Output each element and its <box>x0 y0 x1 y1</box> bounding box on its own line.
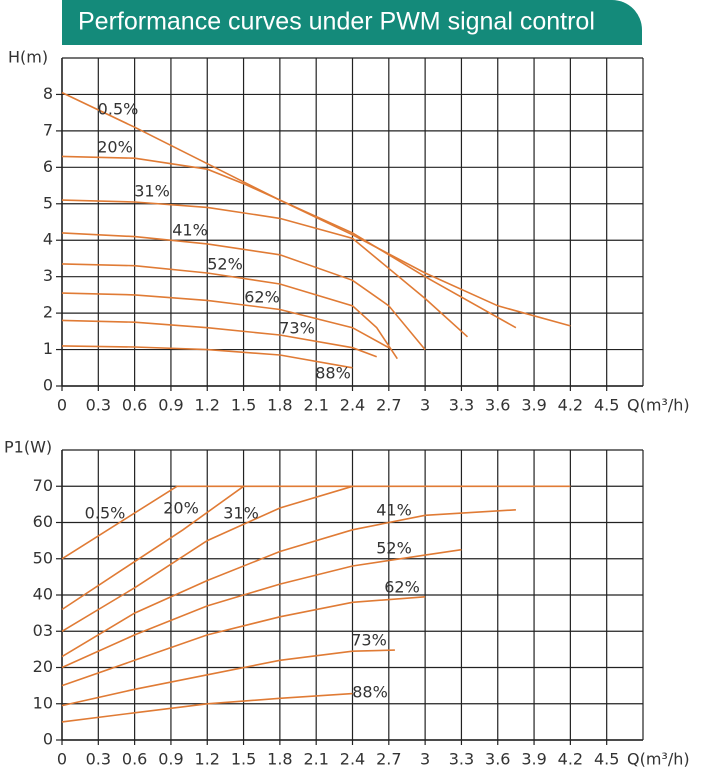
x-tick-label: 4.2 <box>558 396 583 415</box>
curve <box>61 485 245 611</box>
curve-label: 52% <box>376 539 412 558</box>
curve-label: 73% <box>279 319 315 338</box>
curve <box>61 232 426 351</box>
curve <box>61 155 517 329</box>
y-tick-label: 10 <box>33 693 53 712</box>
x-tick-label: 0.9 <box>158 750 183 769</box>
curve-label: 41% <box>172 221 208 240</box>
x-tick-label: 3.6 <box>485 396 510 415</box>
x-tick-label: 2.1 <box>303 750 328 769</box>
curve-label: 0.5% <box>98 100 139 119</box>
x-axis-label: Q(m³/h) <box>627 396 690 415</box>
page-title: Performance curves under PWM signal cont… <box>78 8 595 36</box>
curve-label: 0.5% <box>85 504 126 523</box>
y-tick-label: 1 <box>43 339 53 358</box>
curve <box>61 692 353 723</box>
x-tick-label: 4.5 <box>594 750 619 769</box>
x-tick-label: 3.3 <box>449 396 474 415</box>
x-tick-label: 0.6 <box>122 396 147 415</box>
y-tick-label: 3 <box>43 266 53 285</box>
x-tick-label: 1.2 <box>195 750 220 769</box>
x-tick-label: 1.2 <box>195 396 220 415</box>
curve <box>61 596 426 687</box>
x-tick-label: 2.4 <box>340 750 365 769</box>
curve-label: 31% <box>134 182 170 201</box>
y-axis-label: H(m) <box>8 48 48 67</box>
curve <box>61 199 469 338</box>
x-tick-label: 1.8 <box>267 750 292 769</box>
y-tick-label: 0 <box>43 730 53 749</box>
x-tick-label: 1.8 <box>267 396 292 415</box>
curve <box>61 319 377 358</box>
x-tick-label: 2.7 <box>376 396 401 415</box>
x-tick-label: 0 <box>57 750 67 769</box>
curve-label: 20% <box>163 499 199 518</box>
y-tick-label: 2 <box>43 303 53 322</box>
x-axis-label: Q(m³/h) <box>627 750 690 769</box>
x-tick-label: 0.3 <box>86 396 111 415</box>
curve-label: 20% <box>97 138 133 157</box>
x-tick-label: 0 <box>57 396 67 415</box>
y-tick-label: 50 <box>33 548 53 567</box>
curve-label: 62% <box>384 578 420 597</box>
curve <box>61 292 390 349</box>
curve <box>61 485 571 560</box>
x-tick-label: 4.5 <box>594 396 619 415</box>
curve-label: 88% <box>315 364 351 383</box>
y-tick-label: 40 <box>33 585 53 604</box>
curve-label: 88% <box>352 683 388 702</box>
curve <box>61 345 353 369</box>
x-tick-label: 1.5 <box>231 396 256 415</box>
y-tick-label: 4 <box>43 230 53 249</box>
x-tick-label: 0.9 <box>158 396 183 415</box>
x-tick-label: 1.5 <box>231 750 256 769</box>
y-axis-label: P1(W) <box>4 438 52 457</box>
y-tick-label: 7 <box>43 120 53 139</box>
curve-label: 41% <box>376 501 412 520</box>
curve-label: 52% <box>207 255 243 274</box>
x-tick-label: 3.3 <box>449 750 474 769</box>
x-tick-label: 2.7 <box>376 750 401 769</box>
y-tick-label: 60 <box>33 512 53 531</box>
y-tick-label: 8 <box>43 84 53 103</box>
curve-label: 73% <box>351 631 387 650</box>
curve <box>61 649 395 707</box>
y-tick-label: 5 <box>43 193 53 212</box>
y-tick-label: 6 <box>43 157 53 176</box>
y-tick-label: 20 <box>33 657 53 676</box>
x-tick-label: 3 <box>420 396 430 415</box>
curve-label: 31% <box>223 504 259 523</box>
x-tick-label: 4.2 <box>558 750 583 769</box>
x-tick-label: 3 <box>420 750 430 769</box>
y-tick-label: 03 <box>33 621 53 640</box>
x-tick-label: 0.3 <box>86 750 111 769</box>
curve <box>61 91 571 327</box>
curve <box>61 263 398 360</box>
x-tick-label: 3.9 <box>521 396 546 415</box>
x-tick-label: 3.6 <box>485 750 510 769</box>
title-banner <box>62 0 642 45</box>
x-tick-label: 0.6 <box>122 750 147 769</box>
y-tick-label: 70 <box>33 476 53 495</box>
x-tick-label: 2.1 <box>303 396 328 415</box>
curve <box>61 509 516 658</box>
curve <box>61 485 353 632</box>
curve <box>61 548 462 669</box>
x-tick-label: 2.4 <box>340 396 365 415</box>
x-tick-label: 3.9 <box>521 750 546 769</box>
y-tick-label: 0 <box>43 376 53 395</box>
curve-label: 62% <box>244 288 280 307</box>
